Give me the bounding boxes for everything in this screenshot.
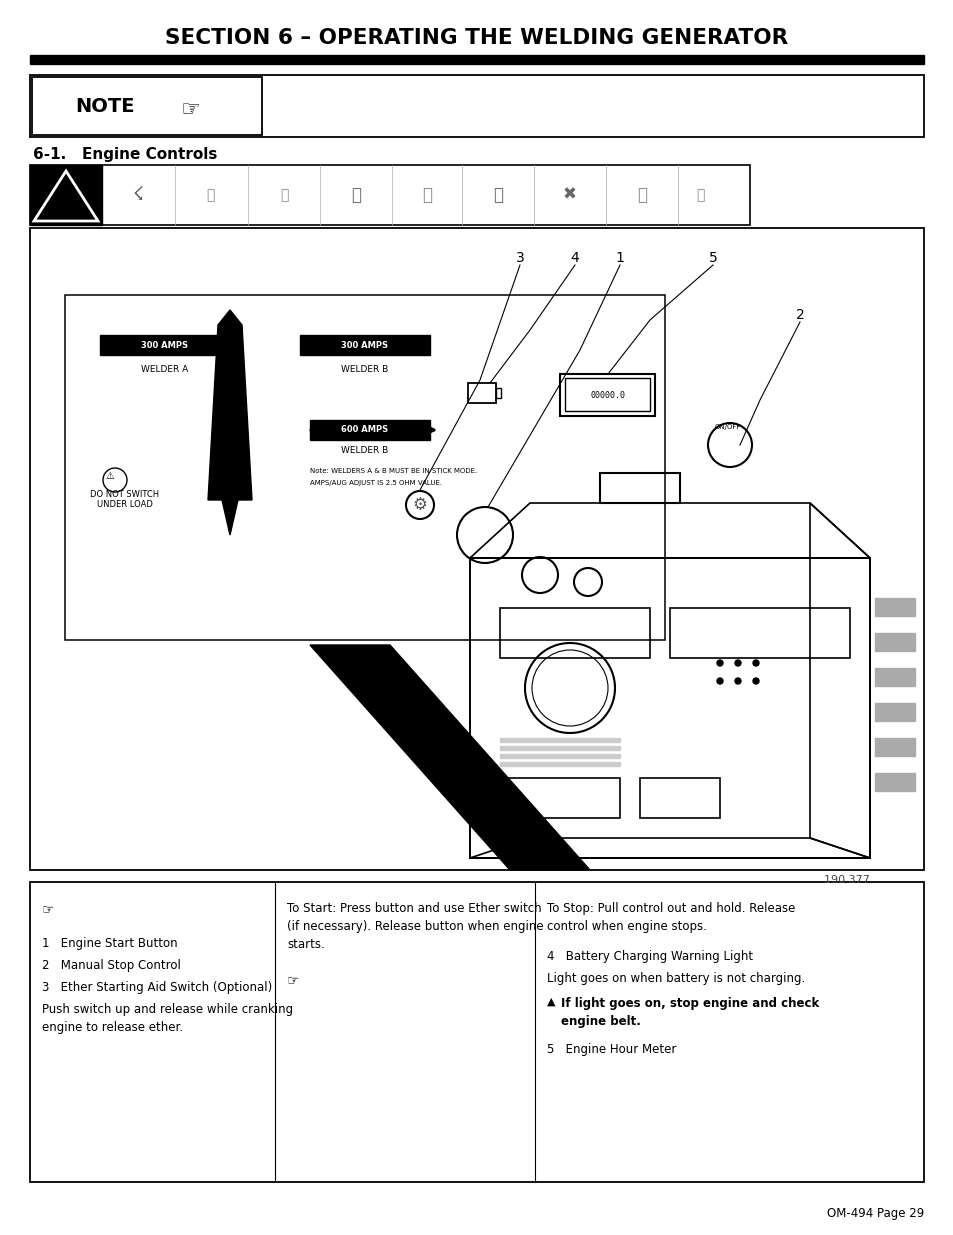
Text: DO NOT SWITCH
UNDER LOAD: DO NOT SWITCH UNDER LOAD bbox=[91, 490, 159, 509]
Bar bbox=[499, 608, 649, 658]
Text: If light goes on, stop engine and check: If light goes on, stop engine and check bbox=[560, 997, 819, 1010]
Bar bbox=[669, 608, 849, 658]
Text: 5: 5 bbox=[708, 251, 717, 266]
Text: ☇: ☇ bbox=[132, 185, 143, 205]
Text: ☞: ☞ bbox=[180, 100, 200, 120]
Bar bbox=[599, 473, 679, 503]
Bar bbox=[65, 295, 664, 640]
Text: control when engine stops.: control when engine stops. bbox=[546, 920, 706, 932]
Text: 🔧: 🔧 bbox=[279, 188, 288, 203]
Text: Push switch up and release while cranking: Push switch up and release while crankin… bbox=[42, 1003, 293, 1016]
Circle shape bbox=[734, 678, 740, 684]
Text: ON/OFF: ON/OFF bbox=[714, 424, 740, 430]
Text: 5   Engine Hour Meter: 5 Engine Hour Meter bbox=[546, 1044, 676, 1056]
Text: 00000.0: 00000.0 bbox=[590, 390, 625, 399]
Text: 🥽: 🥽 bbox=[695, 188, 703, 203]
Text: 1   Engine Start Button: 1 Engine Start Button bbox=[42, 937, 177, 950]
Text: Light goes on when battery is not charging.: Light goes on when battery is not chargi… bbox=[546, 972, 804, 986]
Bar bbox=[499, 762, 619, 766]
Bar bbox=[496, 388, 500, 398]
Text: 4: 4 bbox=[570, 251, 578, 266]
Text: !: ! bbox=[63, 204, 70, 219]
Text: 3   Ether Starting Aid Switch (Optional): 3 Ether Starting Aid Switch (Optional) bbox=[42, 981, 272, 994]
Bar bbox=[874, 703, 914, 721]
Bar bbox=[299, 335, 430, 354]
Text: 👤: 👤 bbox=[637, 186, 646, 204]
Text: WELDER A: WELDER A bbox=[141, 366, 189, 374]
Text: ✖: ✖ bbox=[562, 186, 577, 204]
Bar bbox=[30, 228, 923, 869]
Bar bbox=[499, 778, 619, 818]
Text: ⚠: ⚠ bbox=[106, 471, 114, 480]
Text: SECTION 6 – OPERATING THE WELDING GENERATOR: SECTION 6 – OPERATING THE WELDING GENERA… bbox=[165, 28, 788, 48]
Text: 300 AMPS: 300 AMPS bbox=[341, 341, 388, 350]
Bar bbox=[32, 77, 262, 135]
Bar bbox=[30, 165, 749, 225]
Circle shape bbox=[752, 659, 759, 666]
Text: 1: 1 bbox=[615, 251, 624, 266]
Bar bbox=[639, 778, 720, 818]
Text: 6-1.   Engine Controls: 6-1. Engine Controls bbox=[33, 147, 217, 163]
Text: (if necessary). Release button when engine: (if necessary). Release button when engi… bbox=[287, 920, 543, 932]
Text: AMPS/AUG ADJUST IS 2.5 OHM VALUE.: AMPS/AUG ADJUST IS 2.5 OHM VALUE. bbox=[310, 480, 441, 487]
Bar bbox=[468, 383, 496, 403]
Text: engine belt.: engine belt. bbox=[560, 1015, 640, 1028]
Text: 4   Battery Charging Warning Light: 4 Battery Charging Warning Light bbox=[546, 950, 752, 963]
Bar bbox=[559, 374, 655, 416]
Polygon shape bbox=[222, 500, 237, 535]
Text: 🔥: 🔥 bbox=[493, 186, 502, 204]
Bar bbox=[499, 746, 619, 750]
Bar bbox=[30, 56, 923, 64]
Bar bbox=[499, 755, 619, 758]
Text: ☞: ☞ bbox=[287, 973, 299, 987]
Text: NOTE: NOTE bbox=[75, 96, 134, 116]
Text: ▲: ▲ bbox=[546, 997, 555, 1007]
Circle shape bbox=[752, 678, 759, 684]
Bar bbox=[30, 165, 102, 225]
Text: 👤: 👤 bbox=[421, 186, 432, 204]
Text: WELDER B: WELDER B bbox=[341, 366, 388, 374]
Text: Note: WELDERS A & B MUST BE IN STICK MODE.: Note: WELDERS A & B MUST BE IN STICK MOD… bbox=[310, 468, 476, 474]
Text: starts.: starts. bbox=[287, 939, 324, 951]
Bar bbox=[564, 378, 649, 411]
Bar bbox=[100, 335, 230, 354]
Bar bbox=[874, 739, 914, 756]
Bar bbox=[874, 634, 914, 651]
Text: OM-494 Page 29: OM-494 Page 29 bbox=[826, 1207, 923, 1220]
Bar bbox=[874, 598, 914, 616]
Circle shape bbox=[717, 678, 722, 684]
Bar bbox=[874, 668, 914, 685]
Bar bbox=[310, 420, 430, 440]
Text: To Start: Press button and use Ether switch: To Start: Press button and use Ether swi… bbox=[287, 902, 541, 915]
Bar bbox=[30, 75, 923, 137]
Bar bbox=[30, 882, 923, 1182]
Text: 3: 3 bbox=[515, 251, 524, 266]
Polygon shape bbox=[208, 310, 252, 500]
Bar bbox=[499, 739, 619, 742]
Text: engine to release ether.: engine to release ether. bbox=[42, 1021, 183, 1034]
Text: ⛽: ⛽ bbox=[206, 188, 214, 203]
Text: 2   Manual Stop Control: 2 Manual Stop Control bbox=[42, 960, 181, 972]
Circle shape bbox=[717, 659, 722, 666]
Text: ☞: ☞ bbox=[42, 902, 54, 916]
Bar bbox=[874, 773, 914, 790]
Text: 600 AMPS: 600 AMPS bbox=[341, 426, 388, 435]
Text: 190 377: 190 377 bbox=[823, 876, 869, 885]
Bar bbox=[470, 558, 869, 858]
Text: To Stop: Pull control out and hold. Release: To Stop: Pull control out and hold. Rele… bbox=[546, 902, 795, 915]
Text: 2: 2 bbox=[795, 308, 803, 322]
Text: 👤: 👤 bbox=[351, 186, 360, 204]
Text: 300 AMPS: 300 AMPS bbox=[141, 341, 189, 350]
Text: ⚙: ⚙ bbox=[412, 496, 427, 514]
Circle shape bbox=[734, 659, 740, 666]
Text: WELDER B: WELDER B bbox=[341, 446, 388, 454]
Polygon shape bbox=[310, 645, 589, 869]
